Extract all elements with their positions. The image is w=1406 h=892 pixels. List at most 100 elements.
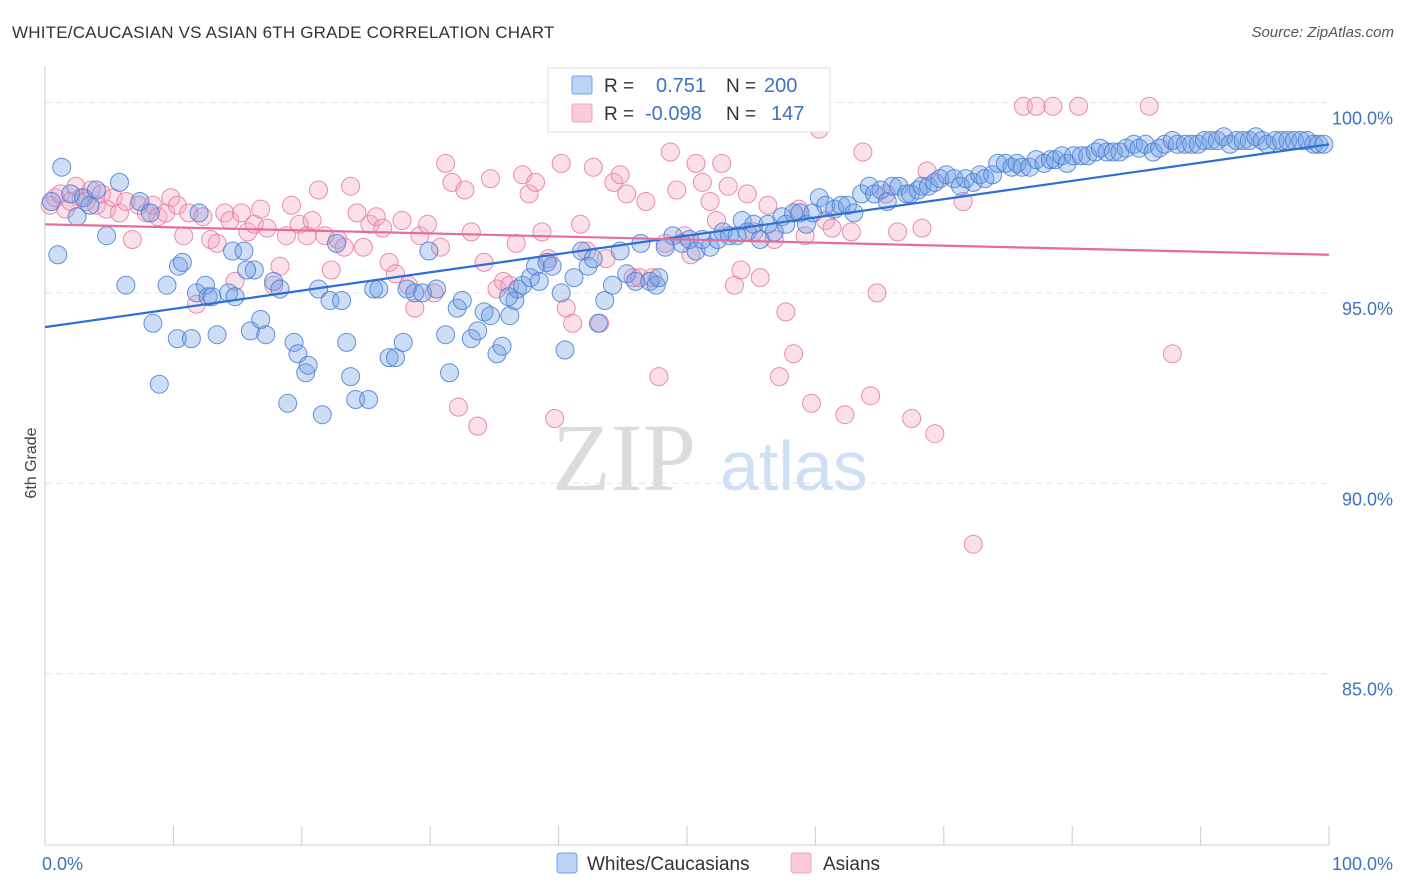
data-point (925, 424, 945, 444)
data-point (731, 260, 751, 280)
data-point (1139, 96, 1159, 116)
data-point (189, 203, 209, 223)
data-point (1214, 127, 1234, 147)
data-point (392, 211, 412, 230)
data-point (360, 214, 380, 234)
data-point (1034, 153, 1054, 173)
data-point (610, 165, 630, 185)
data-point (179, 203, 199, 223)
whites-points (41, 127, 1334, 425)
data-point (149, 374, 169, 394)
data-point (122, 230, 142, 249)
data-point (1103, 142, 1123, 162)
data-point (86, 180, 106, 200)
data-point (1252, 131, 1272, 150)
data-point (413, 283, 432, 303)
data-point (379, 348, 399, 368)
data-point (588, 313, 608, 333)
data-point (1162, 131, 1182, 150)
data-point (686, 241, 706, 261)
data-point (196, 275, 215, 295)
data-point (532, 222, 552, 242)
data-point (207, 325, 227, 345)
data-point (1043, 96, 1063, 116)
data-point (776, 214, 796, 234)
data-point (320, 291, 340, 310)
data-point (167, 329, 187, 349)
data-point (468, 321, 488, 341)
data-point (481, 306, 500, 326)
data-point (282, 195, 301, 215)
data-point (519, 184, 539, 204)
data-point (758, 195, 778, 215)
data-point (256, 325, 276, 345)
data-point (583, 249, 603, 269)
data-point (225, 287, 245, 307)
data-point (436, 153, 456, 173)
data-point (563, 313, 583, 333)
data-point (296, 363, 316, 383)
data-point (784, 203, 804, 223)
data-point (427, 279, 447, 299)
legend-label-asians: Asians (823, 854, 880, 875)
data-point (1020, 157, 1040, 177)
data-point (110, 203, 129, 223)
data-point (700, 192, 720, 211)
data-point (1201, 131, 1221, 150)
data-point (448, 397, 468, 417)
data-point (353, 237, 373, 257)
data-point (52, 157, 72, 177)
data-point (327, 233, 346, 253)
data-point (232, 203, 251, 223)
data-point (48, 245, 68, 265)
data-point (1246, 127, 1266, 147)
data-point (707, 211, 726, 230)
data-point (181, 329, 201, 349)
data-point (963, 534, 983, 554)
data-point (284, 332, 304, 352)
data-point (776, 302, 796, 322)
data-point (889, 176, 909, 196)
data-point (461, 329, 481, 349)
data-point (97, 226, 117, 246)
data-point (1064, 146, 1083, 166)
data-point (570, 214, 590, 234)
data-point (346, 390, 366, 409)
asians-points (40, 96, 1182, 554)
data-point (861, 386, 881, 406)
data-point (867, 283, 887, 303)
data-point (140, 203, 160, 223)
data-point (988, 153, 1008, 173)
data-point (737, 184, 757, 204)
data-point (750, 268, 770, 288)
data-point (341, 367, 361, 387)
data-point (410, 226, 430, 246)
data-point (809, 188, 829, 208)
data-point (853, 142, 873, 162)
data-point (500, 306, 520, 326)
data-point (852, 184, 872, 204)
data-point (468, 416, 488, 436)
data-point (309, 180, 328, 200)
data-point (312, 405, 332, 425)
data-point (251, 199, 271, 219)
data-point (667, 180, 687, 200)
data-point (116, 192, 136, 211)
data-point (963, 172, 983, 192)
data-point (1135, 134, 1155, 154)
stats-n-value-blue: 200 (764, 75, 797, 97)
stats-r-value-blue: 0.751 (656, 75, 706, 97)
data-point (1026, 96, 1046, 116)
data-point (92, 184, 111, 204)
data-point (455, 180, 475, 200)
data-point (871, 180, 891, 200)
y-axis-title: 6th Grade (23, 427, 40, 498)
tick-labels: 100.0% 95.0% 90.0% 85.0% 0.0% 100.0% (42, 108, 1393, 874)
data-point (492, 336, 512, 356)
data-point (712, 153, 732, 173)
y-tick-label: 90.0% (1342, 489, 1393, 509)
data-point (1291, 131, 1311, 150)
data-point (332, 291, 352, 310)
data-point (1007, 153, 1027, 173)
data-point (542, 256, 562, 276)
